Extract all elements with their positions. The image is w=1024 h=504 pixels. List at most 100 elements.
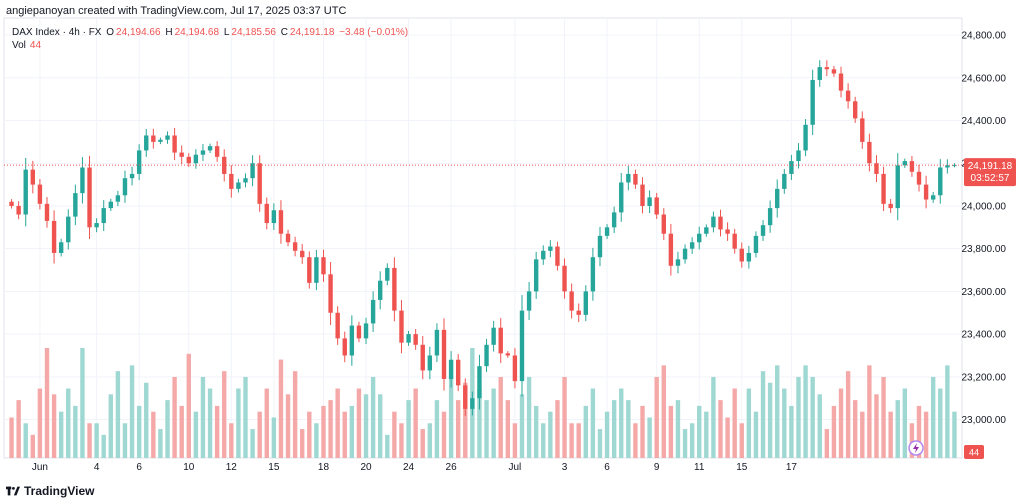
- candle[interactable]: [604, 227, 610, 236]
- candle[interactable]: [321, 257, 326, 275]
- candle[interactable]: [207, 146, 213, 151]
- candle[interactable]: [44, 203, 50, 221]
- candle[interactable]: [853, 101, 858, 119]
- candle[interactable]: [193, 154, 199, 164]
- candle[interactable]: [860, 118, 865, 142]
- candle[interactable]: [640, 184, 645, 206]
- candle[interactable]: [399, 310, 404, 343]
- candle[interactable]: [753, 235, 759, 253]
- candle[interactable]: [796, 150, 801, 162]
- candle[interactable]: [406, 334, 411, 343]
- candle[interactable]: [23, 169, 28, 215]
- candle[interactable]: [697, 233, 702, 243]
- candle[interactable]: [548, 246, 553, 251]
- candle[interactable]: [945, 165, 950, 168]
- candle[interactable]: [767, 208, 773, 226]
- candle[interactable]: [597, 235, 603, 258]
- candle[interactable]: [80, 167, 85, 194]
- candle[interactable]: [186, 156, 191, 164]
- candle[interactable]: [335, 312, 340, 339]
- candle[interactable]: [363, 323, 369, 339]
- candle[interactable]: [824, 67, 830, 70]
- candle[interactable]: [427, 355, 433, 371]
- candle[interactable]: [675, 259, 681, 266]
- candle[interactable]: [746, 252, 752, 262]
- candle[interactable]: [519, 310, 525, 382]
- candle[interactable]: [817, 67, 822, 80]
- candle[interactable]: [264, 203, 269, 224]
- candle[interactable]: [257, 163, 262, 204]
- candle[interactable]: [101, 208, 106, 224]
- candle[interactable]: [356, 325, 362, 339]
- candle[interactable]: [590, 257, 596, 292]
- candle[interactable]: [441, 329, 447, 379]
- candle[interactable]: [455, 359, 461, 386]
- candle[interactable]: [73, 193, 78, 217]
- candle[interactable]: [619, 182, 624, 213]
- candle[interactable]: [484, 344, 489, 367]
- candle[interactable]: [923, 184, 929, 200]
- candle[interactable]: [838, 73, 844, 91]
- candle[interactable]: [782, 173, 787, 189]
- candle[interactable]: [58, 242, 64, 253]
- candle[interactable]: [328, 274, 333, 313]
- candle[interactable]: [930, 195, 936, 200]
- candle[interactable]: [392, 267, 397, 311]
- candle[interactable]: [725, 229, 730, 234]
- candle[interactable]: [66, 216, 71, 243]
- candle[interactable]: [129, 173, 135, 179]
- candle[interactable]: [214, 146, 220, 157]
- candle[interactable]: [541, 250, 546, 260]
- candle[interactable]: [378, 280, 383, 300]
- candle[interactable]: [16, 205, 21, 215]
- candle[interactable]: [845, 90, 851, 102]
- candle[interactable]: [916, 171, 922, 185]
- candle[interactable]: [172, 135, 177, 153]
- candle[interactable]: [909, 161, 915, 172]
- candle[interactable]: [122, 178, 128, 196]
- plot-area[interactable]: [3, 17, 963, 459]
- candle[interactable]: [668, 233, 674, 266]
- candle[interactable]: [711, 216, 716, 228]
- candle[interactable]: [9, 201, 14, 206]
- candle[interactable]: [222, 156, 227, 174]
- candle[interactable]: [87, 167, 92, 228]
- candle[interactable]: [810, 79, 815, 125]
- candle[interactable]: [952, 165, 957, 167]
- candle[interactable]: [236, 182, 241, 189]
- candle[interactable]: [285, 233, 291, 243]
- candle[interactable]: [718, 216, 723, 230]
- candle[interactable]: [420, 344, 425, 371]
- candle[interactable]: [569, 291, 574, 311]
- candle[interactable]: [278, 210, 284, 234]
- candle[interactable]: [51, 220, 57, 253]
- candle[interactable]: [300, 250, 305, 258]
- candle[interactable]: [229, 173, 234, 189]
- candle[interactable]: [881, 173, 886, 204]
- candle[interactable]: [136, 150, 142, 174]
- candle[interactable]: [583, 291, 588, 315]
- candle[interactable]: [775, 188, 780, 209]
- candle[interactable]: [576, 310, 581, 315]
- candle[interactable]: [151, 135, 156, 142]
- candle[interactable]: [526, 291, 532, 311]
- candle[interactable]: [562, 265, 567, 292]
- candle[interactable]: [463, 385, 468, 409]
- candle[interactable]: [30, 169, 36, 185]
- candle[interactable]: [867, 141, 872, 164]
- candle[interactable]: [512, 355, 518, 382]
- candle[interactable]: [470, 398, 475, 409]
- candle[interactable]: [533, 259, 539, 292]
- candle[interactable]: [895, 165, 900, 209]
- candle[interactable]: [689, 242, 695, 249]
- candle[interactable]: [477, 366, 482, 399]
- candle[interactable]: [94, 223, 99, 228]
- candle[interactable]: [250, 163, 255, 179]
- candle[interactable]: [108, 201, 113, 209]
- candle[interactable]: [902, 161, 908, 166]
- candle[interactable]: [179, 152, 184, 157]
- candle[interactable]: [505, 353, 511, 356]
- symbol-label[interactable]: DAX Index · 4h · FX: [12, 27, 102, 38]
- candle[interactable]: [115, 195, 121, 202]
- candle[interactable]: [888, 203, 893, 209]
